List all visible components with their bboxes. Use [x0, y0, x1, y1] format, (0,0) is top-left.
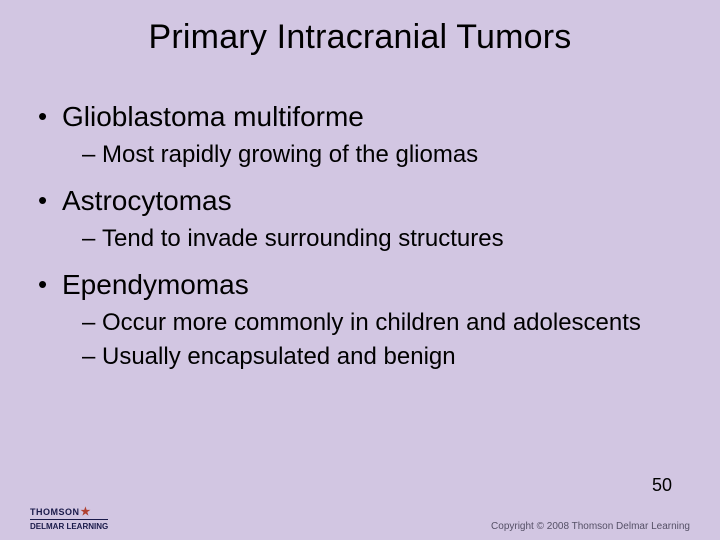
bullet-text: Ependymomas	[62, 268, 249, 302]
footer: THOMSON★ DELMAR LEARNING Copyright © 200…	[30, 507, 690, 532]
star-icon: ★	[81, 506, 91, 518]
sub-bullet-text: Tend to invade surrounding structures	[102, 224, 504, 254]
list-item: • Astrocytomas – Tend to invade surround…	[38, 184, 682, 254]
bullet-icon: •	[38, 184, 62, 216]
bullet-text: Glioblastoma multiforme	[62, 100, 364, 134]
slide-title: Primary Intracranial Tumors	[0, 18, 720, 57]
bullet-icon: •	[38, 100, 62, 132]
bullet-list-level2: – Tend to invade surrounding structures	[38, 224, 682, 254]
dash-icon: –	[82, 308, 102, 338]
list-item: – Most rapidly growing of the gliomas	[82, 140, 682, 170]
page-number: 50	[652, 475, 672, 496]
list-item: – Occur more commonly in children and ad…	[82, 308, 682, 338]
sub-bullet-text: Most rapidly growing of the gliomas	[102, 140, 478, 170]
sub-bullet-text: Usually encapsulated and benign	[102, 342, 456, 372]
list-item: – Usually encapsulated and benign	[82, 342, 682, 372]
bullet-list-level1: • Glioblastoma multiforme – Most rapidly…	[38, 100, 682, 372]
dash-icon: –	[82, 140, 102, 170]
copyright-text: Copyright © 2008 Thomson Delmar Learning	[491, 521, 690, 532]
list-item: • Glioblastoma multiforme – Most rapidly…	[38, 100, 682, 170]
dash-icon: –	[82, 224, 102, 254]
bullet-text: Astrocytomas	[62, 184, 232, 218]
list-item: • Ependymomas – Occur more commonly in c…	[38, 268, 682, 372]
slide-content: • Glioblastoma multiforme – Most rapidly…	[38, 100, 682, 386]
brand-top: THOMSON★	[30, 507, 108, 520]
slide: Primary Intracranial Tumors • Glioblasto…	[0, 0, 720, 540]
sub-bullet-text: Occur more commonly in children and adol…	[102, 308, 641, 338]
bullet-list-level2: – Most rapidly growing of the gliomas	[38, 140, 682, 170]
list-item: – Tend to invade surrounding structures	[82, 224, 682, 254]
brand-bottom: DELMAR LEARNING	[30, 521, 108, 532]
publisher-logo: THOMSON★ DELMAR LEARNING	[30, 507, 108, 532]
brand-top-text: THOMSON	[30, 507, 80, 517]
bullet-icon: •	[38, 268, 62, 300]
dash-icon: –	[82, 342, 102, 372]
bullet-list-level2: – Occur more commonly in children and ad…	[38, 308, 682, 372]
